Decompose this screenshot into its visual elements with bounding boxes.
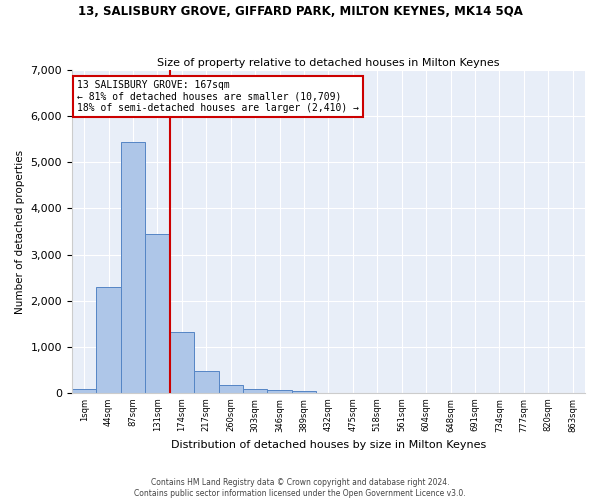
Bar — [121, 142, 145, 393]
Text: 13, SALISBURY GROVE, GIFFARD PARK, MILTON KEYNES, MK14 5QA: 13, SALISBURY GROVE, GIFFARD PARK, MILTO… — [77, 5, 523, 18]
X-axis label: Distribution of detached houses by size in Milton Keynes: Distribution of detached houses by size … — [171, 440, 486, 450]
Bar — [72, 389, 97, 393]
Text: Contains HM Land Registry data © Crown copyright and database right 2024.
Contai: Contains HM Land Registry data © Crown c… — [134, 478, 466, 498]
Bar — [145, 234, 170, 393]
Title: Size of property relative to detached houses in Milton Keynes: Size of property relative to detached ho… — [157, 58, 500, 68]
Bar — [292, 392, 316, 393]
Bar — [194, 370, 218, 393]
Text: 13 SALISBURY GROVE: 167sqm
← 81% of detached houses are smaller (10,709)
18% of : 13 SALISBURY GROVE: 167sqm ← 81% of deta… — [77, 80, 359, 113]
Bar — [268, 390, 292, 393]
Bar — [218, 386, 243, 393]
Bar — [170, 332, 194, 393]
Bar — [97, 287, 121, 393]
Bar — [243, 389, 268, 393]
Y-axis label: Number of detached properties: Number of detached properties — [15, 150, 25, 314]
